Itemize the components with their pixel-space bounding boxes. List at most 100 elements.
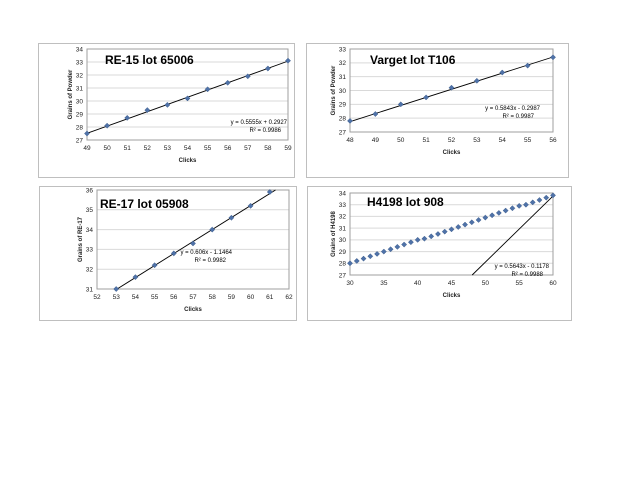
x-tick-label: 62 bbox=[285, 294, 293, 301]
y-tick-label: 32 bbox=[339, 60, 347, 67]
data-point bbox=[473, 77, 480, 84]
x-axis-label: Clicks bbox=[179, 158, 197, 164]
x-tick-label: 40 bbox=[414, 280, 422, 287]
data-point bbox=[448, 84, 455, 91]
data-point bbox=[285, 57, 291, 64]
plot-area bbox=[96, 189, 290, 290]
x-tick-label: 52 bbox=[93, 294, 101, 301]
r-squared-label: R² = 0.9987 bbox=[502, 114, 534, 120]
data-point bbox=[401, 241, 408, 248]
y-axis-label: Grains of RE-17 bbox=[78, 216, 84, 262]
y-tick-label: 36 bbox=[86, 187, 94, 194]
x-tick-label: 54 bbox=[499, 137, 507, 144]
y-tick-label: 31 bbox=[76, 85, 84, 92]
x-tick-label: 53 bbox=[113, 294, 121, 301]
plot-area bbox=[349, 192, 554, 276]
x-tick-label: 45 bbox=[448, 280, 456, 287]
data-point bbox=[190, 240, 196, 247]
x-tick-label: 35 bbox=[380, 280, 388, 287]
data-point bbox=[224, 79, 231, 86]
x-tick-label: 50 bbox=[397, 137, 405, 144]
x-tick-label: 52 bbox=[144, 145, 152, 152]
data-point bbox=[408, 239, 414, 246]
data-point bbox=[132, 274, 139, 281]
y-tick-label: 28 bbox=[339, 115, 347, 122]
data-point bbox=[523, 201, 529, 208]
data-point bbox=[529, 199, 536, 206]
data-point bbox=[380, 248, 387, 255]
y-tick-label: 29 bbox=[339, 249, 347, 256]
y-tick-label: 31 bbox=[339, 225, 347, 232]
data-point bbox=[170, 250, 177, 257]
chart-frame bbox=[38, 43, 295, 178]
x-tick-label: 53 bbox=[473, 137, 481, 144]
x-tick-label: 52 bbox=[448, 137, 456, 144]
plot-area bbox=[86, 48, 289, 141]
x-tick-label: 60 bbox=[247, 294, 255, 301]
x-tick-label: 54 bbox=[132, 294, 140, 301]
x-tick-label: 61 bbox=[266, 294, 274, 301]
y-tick-label: 33 bbox=[86, 247, 94, 254]
x-tick-label: 59 bbox=[284, 145, 292, 152]
y-tick-label: 34 bbox=[339, 190, 347, 197]
data-point bbox=[441, 228, 448, 235]
y-tick-label: 34 bbox=[76, 46, 84, 53]
x-tick-label: 50 bbox=[103, 145, 111, 152]
x-tick-label: 59 bbox=[228, 294, 236, 301]
trendline-equation: y = 0.5555x + 0.2927 bbox=[231, 120, 288, 126]
x-tick-label: 56 bbox=[224, 145, 232, 152]
y-tick-label: 30 bbox=[76, 98, 84, 105]
chart-title: RE-15 lot 65006 bbox=[105, 53, 194, 67]
r-squared-label: R² = 0.9988 bbox=[511, 272, 543, 278]
chart-title: Varget lot T106 bbox=[370, 53, 456, 67]
data-point bbox=[448, 226, 455, 233]
data-point bbox=[84, 130, 90, 137]
data-point bbox=[347, 260, 353, 267]
data-point bbox=[397, 101, 404, 108]
data-point bbox=[394, 244, 401, 250]
y-tick-label: 32 bbox=[76, 72, 84, 79]
x-tick-label: 51 bbox=[423, 137, 431, 144]
x-tick-label: 50 bbox=[482, 280, 490, 287]
x-tick-label: 55 bbox=[204, 145, 212, 152]
r-squared-label: R² = 0.9982 bbox=[194, 258, 226, 264]
chart-3: 31 32 33 34 35 36 52 53 54 55 56 57 58 59 60 61 62 RE-17 … bbox=[39, 186, 297, 321]
trendline-equation: y = 0.5643x - 0.1178 bbox=[495, 264, 550, 270]
data-point bbox=[502, 207, 509, 214]
data-point bbox=[475, 217, 482, 223]
chart-title: RE-17 lot 05908 bbox=[100, 197, 189, 211]
data-point bbox=[124, 115, 131, 121]
data-point bbox=[247, 202, 254, 209]
x-tick-label: 58 bbox=[264, 145, 272, 152]
y-tick-label: 30 bbox=[339, 237, 347, 244]
y-tick-label: 30 bbox=[339, 88, 347, 95]
y-tick-label: 33 bbox=[339, 202, 347, 209]
y-tick-label: 34 bbox=[86, 227, 94, 234]
chart-1: 27 28 29 30 31 32 33 34 49 50 51 52 53 54 55 56 57 58 59 RE… bbox=[38, 43, 295, 178]
data-point bbox=[455, 224, 462, 230]
y-tick-label: 29 bbox=[76, 111, 84, 118]
x-tick-label: 51 bbox=[124, 145, 132, 152]
trendline-equation: y = 0.5843x - 0.2987 bbox=[485, 106, 541, 112]
x-tick-label: 58 bbox=[209, 294, 217, 301]
x-tick-label: 57 bbox=[189, 294, 197, 301]
y-tick-label: 33 bbox=[339, 46, 347, 53]
trendline-equation: y = 0.606x - 1.1464 bbox=[180, 250, 232, 256]
y-tick-label: 27 bbox=[339, 272, 347, 279]
y-tick-label: 33 bbox=[76, 59, 84, 66]
data-point bbox=[536, 197, 543, 203]
data-point bbox=[204, 86, 211, 93]
y-axis-label: Grains of Powder bbox=[68, 69, 74, 119]
data-point bbox=[550, 54, 556, 61]
y-tick-label: 32 bbox=[86, 267, 94, 274]
data-point bbox=[543, 194, 550, 201]
data-point bbox=[435, 231, 441, 237]
data-point bbox=[462, 221, 468, 228]
x-tick-label: 54 bbox=[184, 145, 192, 152]
data-point bbox=[482, 214, 489, 221]
data-point bbox=[209, 226, 216, 233]
data-point bbox=[367, 253, 374, 260]
r-squared-label: R² = 0.9986 bbox=[249, 128, 281, 134]
trendline bbox=[471, 195, 554, 276]
